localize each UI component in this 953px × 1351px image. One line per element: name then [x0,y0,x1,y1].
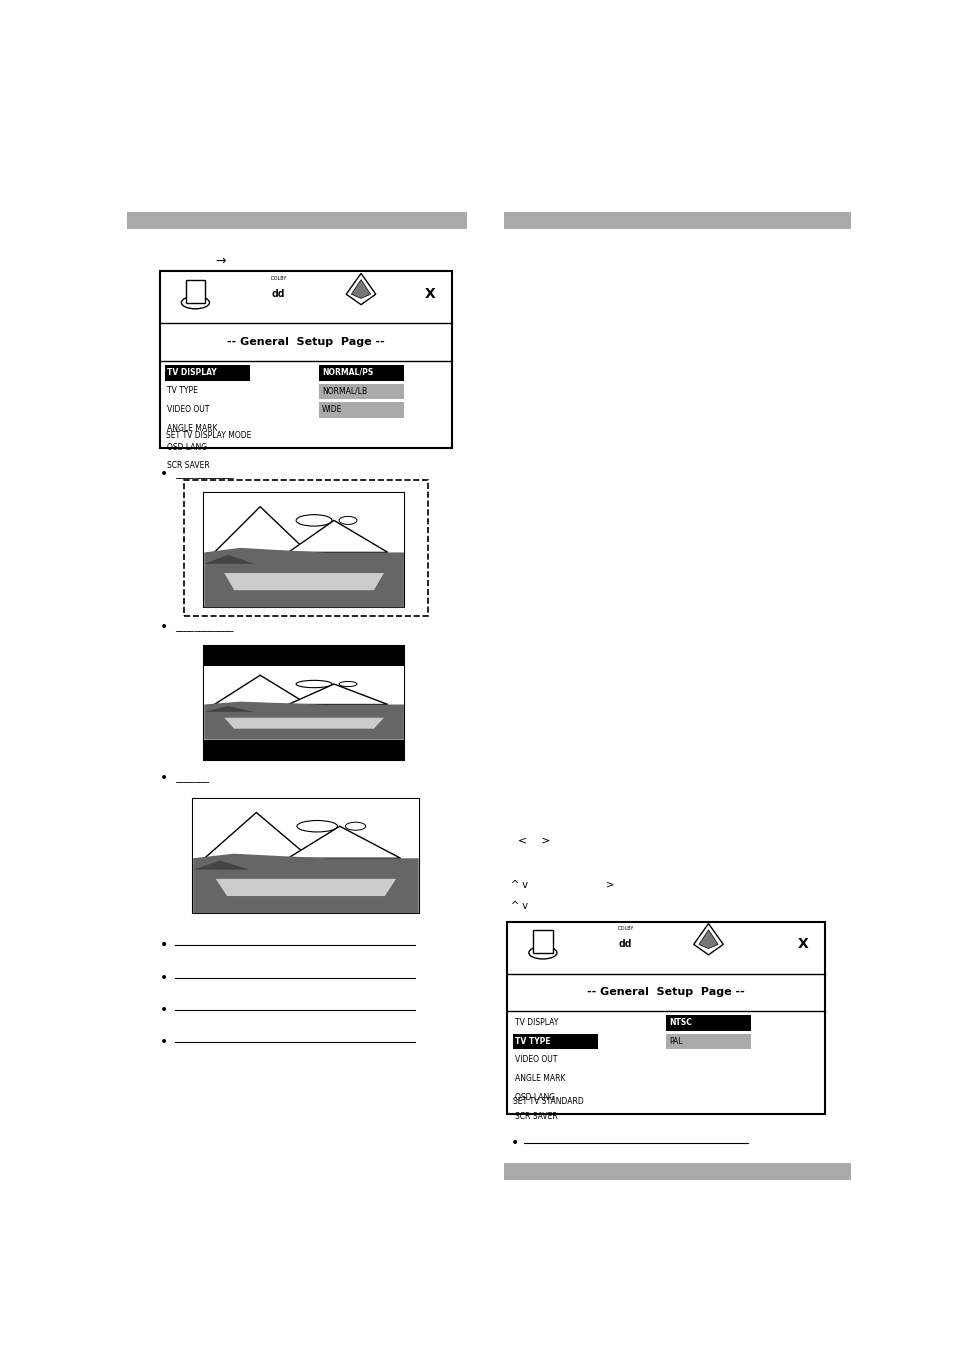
Text: ^ v: ^ v [511,901,528,911]
Bar [186,280,205,303]
Polygon shape [346,273,375,304]
Ellipse shape [528,947,557,959]
Polygon shape [693,924,722,955]
Polygon shape [204,812,310,858]
Polygon shape [288,684,388,704]
Bar [204,493,403,608]
Text: TV DISPLAY: TV DISPLAY [167,367,216,377]
Bar [503,212,850,228]
Text: OSD LANG: OSD LANG [167,443,207,451]
Text: OSD LANG: OSD LANG [515,1093,555,1102]
Polygon shape [224,573,383,590]
Text: NTSC: NTSC [669,1017,692,1027]
Ellipse shape [338,516,356,524]
Bar [503,1163,850,1179]
Bar [533,929,552,952]
Text: ANGLE MARK: ANGLE MARK [515,1074,565,1084]
Ellipse shape [296,820,337,832]
Text: X: X [797,938,808,951]
Text: •: • [160,620,168,634]
Text: →: → [215,254,226,267]
Text: SET TV DISPLAY MODE: SET TV DISPLAY MODE [166,431,251,440]
Bar [507,921,824,1115]
Polygon shape [351,280,370,299]
Text: TV TYPE: TV TYPE [167,386,198,396]
Text: NORMAL/PS: NORMAL/PS [321,367,373,377]
Polygon shape [193,854,418,913]
Text: DOLBY: DOLBY [617,927,633,931]
Text: •: • [160,771,168,785]
Bar [193,798,418,913]
Polygon shape [288,520,388,553]
Text: •: • [160,939,168,952]
Text: <    >: < > [518,836,551,847]
Text: SCR SAVER: SCR SAVER [515,1112,557,1120]
Text: SET TV STANDARD: SET TV STANDARD [513,1097,583,1106]
Text: -- General  Setup  Page --: -- General Setup Page -- [227,338,384,347]
Text: •: • [160,1035,168,1050]
Text: ____________: ____________ [174,621,233,632]
Polygon shape [215,880,395,896]
Text: •: • [511,1136,518,1150]
Bar [318,384,403,400]
Text: PAL: PAL [669,1036,682,1046]
Bar [665,1034,751,1050]
Text: dd: dd [618,939,632,950]
Text: ^ v                         >: ^ v > [511,880,614,890]
Text: dd: dd [272,289,285,299]
Text: VIDEO OUT: VIDEO OUT [167,405,210,415]
Ellipse shape [295,515,332,526]
Bar [512,1034,597,1050]
Polygon shape [224,717,383,728]
Text: DOLBY: DOLBY [270,276,286,281]
Bar [204,666,403,740]
Polygon shape [214,507,308,553]
Polygon shape [204,701,403,740]
Text: _______: _______ [174,773,209,784]
Bar [193,798,418,913]
Text: ____________: ____________ [174,469,233,480]
Text: WIDE: WIDE [321,405,342,415]
Polygon shape [288,827,400,858]
Polygon shape [204,707,253,712]
Text: SCR SAVER: SCR SAVER [167,462,210,470]
Ellipse shape [181,296,210,309]
Text: TV DISPLAY: TV DISPLAY [515,1017,558,1027]
Text: -- General  Setup  Page --: -- General Setup Page -- [587,988,744,997]
Bar [204,646,403,761]
Bar [318,403,403,417]
Bar [318,365,403,381]
Bar [183,481,427,616]
Bar [204,493,403,608]
Polygon shape [204,555,253,563]
Polygon shape [699,929,718,948]
Polygon shape [193,861,250,870]
Ellipse shape [338,681,356,686]
Text: •: • [160,970,168,985]
Text: •: • [160,467,168,481]
Text: VIDEO OUT: VIDEO OUT [515,1055,557,1065]
Bar [160,272,452,449]
Text: ANGLE MARK: ANGLE MARK [167,424,217,432]
Polygon shape [214,676,308,704]
Text: X: X [424,288,435,301]
Ellipse shape [345,823,365,831]
Bar [165,365,250,381]
Bar [665,1015,751,1031]
Bar [127,212,466,228]
Polygon shape [204,549,403,608]
Text: NORMAL/LB: NORMAL/LB [321,386,367,396]
Text: TV TYPE: TV TYPE [515,1036,550,1046]
Text: •: • [160,1002,168,1017]
Ellipse shape [295,681,332,688]
Bar [204,666,403,740]
